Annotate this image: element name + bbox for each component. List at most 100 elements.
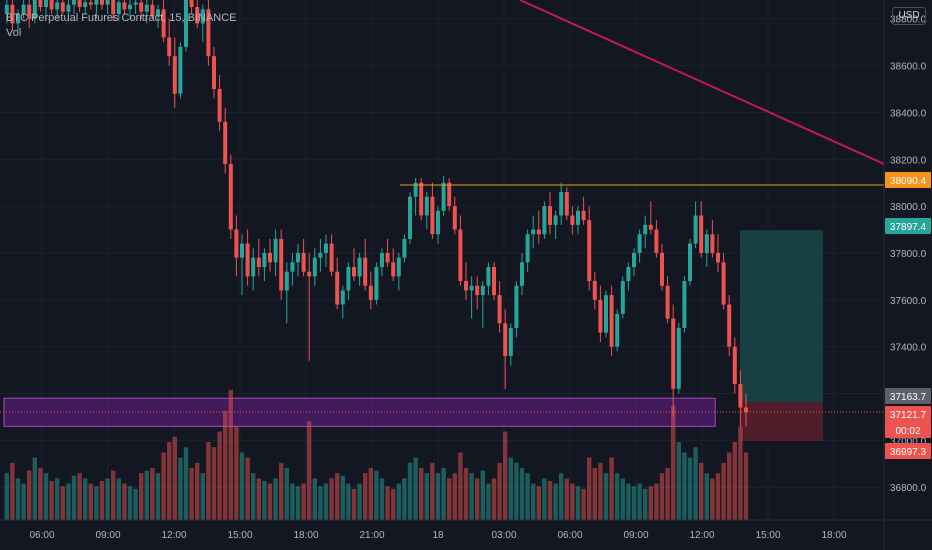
trend-lines	[0, 0, 885, 413]
candle-body	[525, 234, 530, 263]
candle-body	[430, 196, 435, 235]
candle-body	[100, 0, 104, 5]
volume-bar	[105, 478, 110, 520]
volume-bar	[704, 473, 709, 520]
volume-bar	[363, 473, 368, 520]
candle-body	[385, 252, 390, 263]
candle-body	[83, 2, 88, 8]
volume-bar	[491, 478, 497, 520]
candle-body	[122, 2, 127, 10]
time-tick-label: 06:00	[557, 530, 582, 541]
volume-bar	[531, 483, 536, 520]
volume-bar	[648, 486, 653, 520]
candle-body	[172, 56, 177, 94]
volume-bar	[312, 478, 317, 520]
price-axis: 36800.037000.037200.037400.037600.037800…	[884, 0, 932, 550]
volume-bar	[295, 486, 301, 520]
candle-body	[245, 243, 250, 277]
candle-body	[531, 229, 536, 235]
volume-bar	[273, 478, 278, 520]
currency-button[interactable]: USD	[892, 7, 926, 25]
volume-bar	[161, 452, 166, 520]
time-tick-label: 18:00	[821, 530, 846, 541]
candle-body	[497, 295, 502, 324]
candle-body	[380, 252, 384, 268]
candle-body	[682, 281, 687, 328]
volume-bar	[407, 462, 413, 520]
volume-bar	[111, 470, 116, 520]
candle-body	[262, 252, 267, 268]
volume-bar	[620, 478, 625, 520]
candle-body	[464, 281, 468, 291]
volume-bar	[88, 483, 93, 520]
time-tick-label: 15:00	[227, 530, 252, 541]
candle-body	[452, 206, 457, 230]
volume-bar	[32, 457, 37, 520]
candle-body	[279, 238, 284, 291]
volume-bar	[486, 483, 491, 520]
symbol-title[interactable]: BTC Perpetual Futures Contract, 15, BINA…	[6, 12, 237, 24]
volume-bar	[615, 473, 620, 520]
candle-body	[284, 271, 289, 291]
candle-body	[161, 9, 166, 38]
candle-body	[716, 252, 720, 263]
candle-body	[447, 182, 452, 207]
candle-body	[346, 267, 351, 291]
candle-body	[150, 4, 155, 17]
candle-body	[553, 215, 558, 225]
volume-bar	[693, 447, 698, 520]
volume-bar	[183, 447, 189, 520]
candle-body	[587, 220, 592, 282]
candle-body	[38, 0, 43, 8]
candle-body	[10, 4, 15, 24]
candle-body	[66, 4, 71, 12]
volume-bar	[402, 478, 407, 520]
candle-body	[105, 0, 110, 5]
price-tag-bg	[885, 422, 931, 438]
candle-body	[391, 262, 396, 277]
volume-bar	[279, 462, 284, 520]
candle-body	[570, 215, 575, 225]
candle-body	[340, 290, 345, 305]
volume-bar	[732, 442, 737, 520]
candle-body	[492, 267, 496, 296]
candle-body	[396, 257, 401, 277]
candle-body	[413, 182, 418, 197]
volume-label[interactable]: Vol	[6, 27, 22, 39]
volume-bar	[335, 473, 340, 520]
volume-bar	[542, 478, 547, 520]
volume-bar	[626, 483, 631, 520]
volume-bar	[503, 431, 508, 520]
candle-body	[156, 9, 160, 17]
candle-body	[296, 252, 300, 263]
volume-bar	[284, 468, 289, 520]
demand-zone	[3, 397, 716, 427]
volume-bar	[665, 468, 670, 520]
candle-body	[710, 234, 715, 253]
candle-body	[576, 210, 580, 225]
volume-bar	[413, 457, 418, 520]
volume-bar	[419, 468, 424, 520]
candle-body	[626, 267, 631, 282]
candle-body	[357, 257, 362, 277]
candle-body	[632, 252, 636, 268]
price-tick-label: 38000.0	[890, 202, 927, 213]
volume-bar	[379, 478, 385, 520]
volume-bar	[38, 468, 43, 520]
volume-bar	[346, 483, 351, 520]
candle-body	[503, 323, 508, 357]
candle-body	[223, 121, 228, 164]
candle-body	[598, 299, 603, 333]
volume-bar	[71, 475, 77, 520]
volume-bar	[699, 462, 704, 520]
volume-bar	[480, 470, 485, 520]
volume-bar	[329, 478, 334, 520]
price-tag-label: 37121.7	[890, 410, 927, 421]
volume-bar	[385, 486, 390, 520]
volume-bar	[178, 457, 183, 520]
volume-bar	[587, 457, 592, 520]
volume-bar	[676, 442, 681, 520]
time-tick-label: 06:00	[29, 530, 54, 541]
